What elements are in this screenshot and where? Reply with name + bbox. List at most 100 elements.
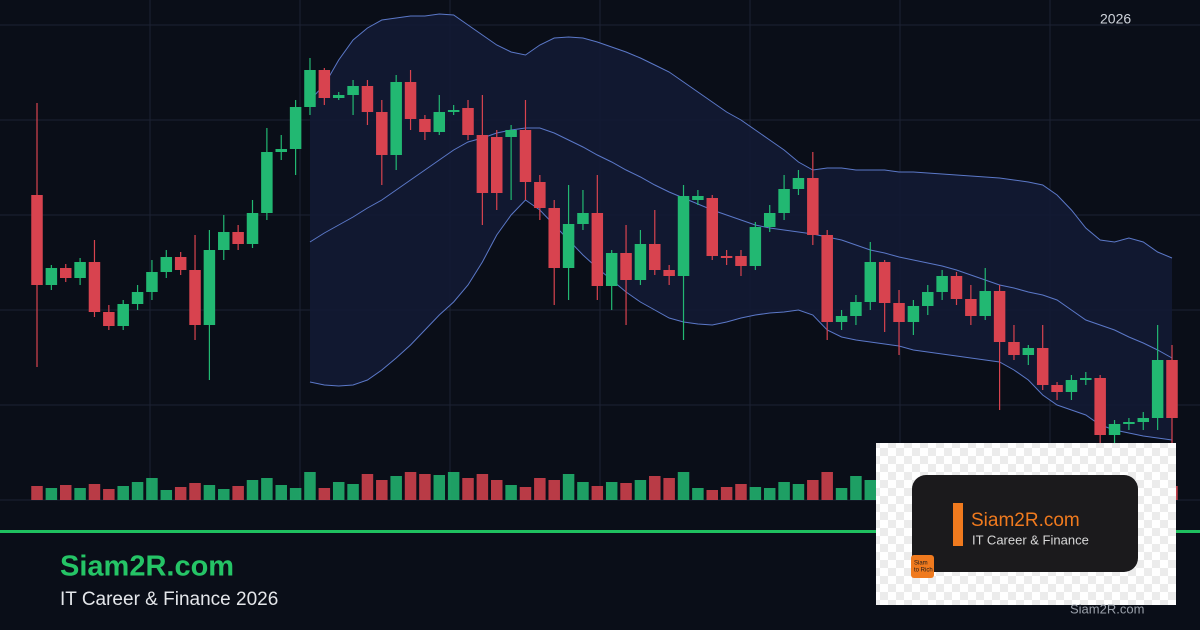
candle-body [979,291,991,316]
candle-body [261,152,273,213]
candle-body [878,262,891,303]
volume-bar [304,472,316,500]
volume-bar [735,484,747,500]
candle-body [146,272,158,292]
volume-bar [160,490,173,500]
volume-bar [174,487,187,500]
candle-body [850,302,862,316]
volume-bar [620,483,632,500]
candle-body [835,316,848,322]
candle-body [232,232,244,244]
candle-body [1008,342,1020,355]
volume-bar [447,472,460,500]
volume-bar [807,480,819,500]
candle-body [1166,360,1178,418]
volume-bar [361,474,374,500]
band-middle [309,127,1173,359]
volume-bar [433,475,446,500]
volume-bar [246,480,259,500]
volume-bar [505,485,517,500]
candle-body [462,108,474,135]
brand-subtitle: IT Career & Finance 2026 [60,589,278,610]
candle-body [31,195,43,285]
candle-body [620,253,632,280]
candle-body [936,276,948,292]
candle-body [174,257,187,270]
candle-body [993,291,1006,342]
volume-bar [45,488,58,500]
volume-bar [763,488,776,500]
volume-bar [103,489,115,500]
volume-bar [476,474,489,500]
volume-bar [376,480,388,500]
candle-body [332,95,345,98]
candle-body [893,303,905,322]
volume-bar [59,485,72,500]
band-upper [309,13,1173,259]
candle-body [907,306,920,322]
candle-body [821,235,833,322]
volume-bar [218,489,230,500]
volume-bar [419,474,431,500]
band-lower [309,199,1173,441]
candle-body [807,178,819,235]
candle-body [605,253,618,286]
candle-body [491,137,503,193]
volume-bar [864,480,877,500]
candle-body [318,70,331,98]
volume-bar [347,484,359,500]
badge-bottom: to Rich [914,568,933,574]
candle-body [735,256,747,266]
candle-body [218,232,230,250]
volume-bar [850,476,862,500]
volume-bar [591,486,604,500]
candle-body [447,110,460,112]
candle-body [1036,348,1049,385]
candle-body [289,107,302,149]
candle-body [505,130,517,137]
candle-body [275,149,287,152]
logo-badge [911,555,934,578]
candle-body [131,292,144,304]
candle-body [1065,380,1078,392]
badge-top: Siam [914,561,928,567]
volume-bar [821,472,833,500]
volume-bar [605,482,618,500]
volume-bar [749,487,762,500]
candle-body [59,268,72,278]
volume-bar [491,480,503,500]
volume-bar [634,480,647,500]
candle-body [663,270,675,276]
logo-name: Siam2R.com [971,510,1080,531]
candle-body [390,82,402,155]
candle-body [677,196,690,276]
candle-body [1094,378,1106,435]
volume-bar [706,490,718,500]
volume-bar [562,474,575,500]
candle-body [103,312,115,326]
logo-tagline: IT Career & Finance [972,532,1089,547]
candle-body [246,213,259,244]
volume-bar [232,486,244,500]
candle-body [720,256,733,258]
candle-body [361,86,374,112]
candle-body [965,299,977,316]
volume-bar [131,482,144,500]
candle-body [922,292,934,306]
candle-body [304,70,316,107]
volume-bar [289,488,302,500]
logo-bar [953,503,963,546]
volume-bar [677,472,690,500]
volume-bar [261,478,273,500]
candle-body [1108,424,1121,435]
year-label: 2026 [1100,11,1131,27]
volume-bar [649,476,661,500]
volume-bar [663,478,675,500]
candle-body [1051,385,1063,392]
candle-body [950,276,963,299]
candle-body [749,227,762,266]
candle-body [778,189,790,213]
volume-bar [835,488,848,500]
candle-body [1137,418,1150,422]
